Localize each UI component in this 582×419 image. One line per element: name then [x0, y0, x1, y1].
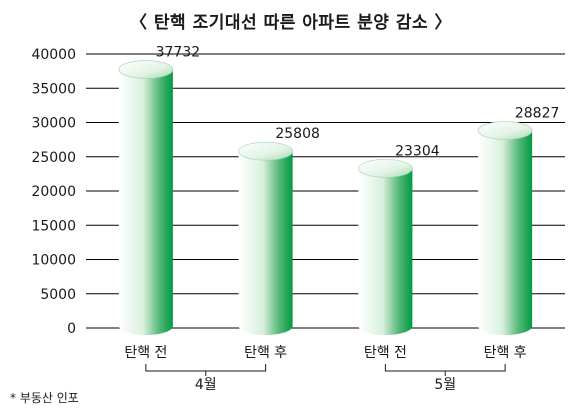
bar-body: [478, 130, 533, 335]
y-tick-label: 5000: [40, 287, 76, 303]
chart-title: 〈 탄핵 조기대선 따른 아파트 분양 감소 〉: [129, 13, 453, 33]
month-groups: 4월 5월: [145, 364, 506, 393]
bar-body: [118, 69, 173, 335]
category-label: 탄핵 전: [364, 345, 407, 361]
value-label: 28827: [515, 106, 560, 122]
group-bracket: [384, 364, 506, 376]
y-tick-label: 10000: [31, 253, 76, 269]
bar: [477, 121, 533, 335]
group-bracket: [145, 364, 267, 376]
group-label: 5월: [434, 377, 456, 393]
y-tick-label: 25000: [31, 150, 76, 166]
bar: [238, 141, 293, 335]
bars: [118, 60, 533, 335]
y-tick-label: 30000: [31, 116, 76, 132]
bar: [118, 60, 174, 335]
value-label: 23304: [395, 143, 440, 159]
bar-top: [238, 141, 293, 161]
bar-top: [477, 121, 533, 140]
category-label: 탄핵 후: [244, 345, 287, 361]
y-tick-label: 35000: [31, 81, 76, 97]
y-tick-label: 20000: [31, 184, 76, 200]
value-label: 25808: [275, 126, 320, 142]
group-label: 4월: [195, 377, 217, 393]
category-label: 탄핵 전: [124, 345, 167, 361]
bar-top: [118, 60, 174, 79]
source-note: * 부동산 인포: [10, 391, 79, 405]
category-label: 탄핵 후: [484, 345, 527, 361]
y-tick-label: 0: [67, 321, 76, 337]
value-label: 37732: [156, 45, 201, 61]
bar-body: [358, 168, 413, 335]
bar-body: [238, 151, 293, 335]
y-axis-ticks: 0 5000 10000 15000 20000 25000 30000 35000 40000: [31, 47, 76, 337]
x-axis-categories: 탄핵 전 탄핵 후 탄핵 전 탄핵 후: [124, 345, 526, 361]
bar-top: [358, 159, 413, 178]
bar: [358, 159, 413, 335]
value-labels: 37732 25808 23304 28827: [156, 45, 560, 160]
y-tick-label: 40000: [31, 47, 76, 63]
y-tick-label: 15000: [31, 218, 76, 234]
